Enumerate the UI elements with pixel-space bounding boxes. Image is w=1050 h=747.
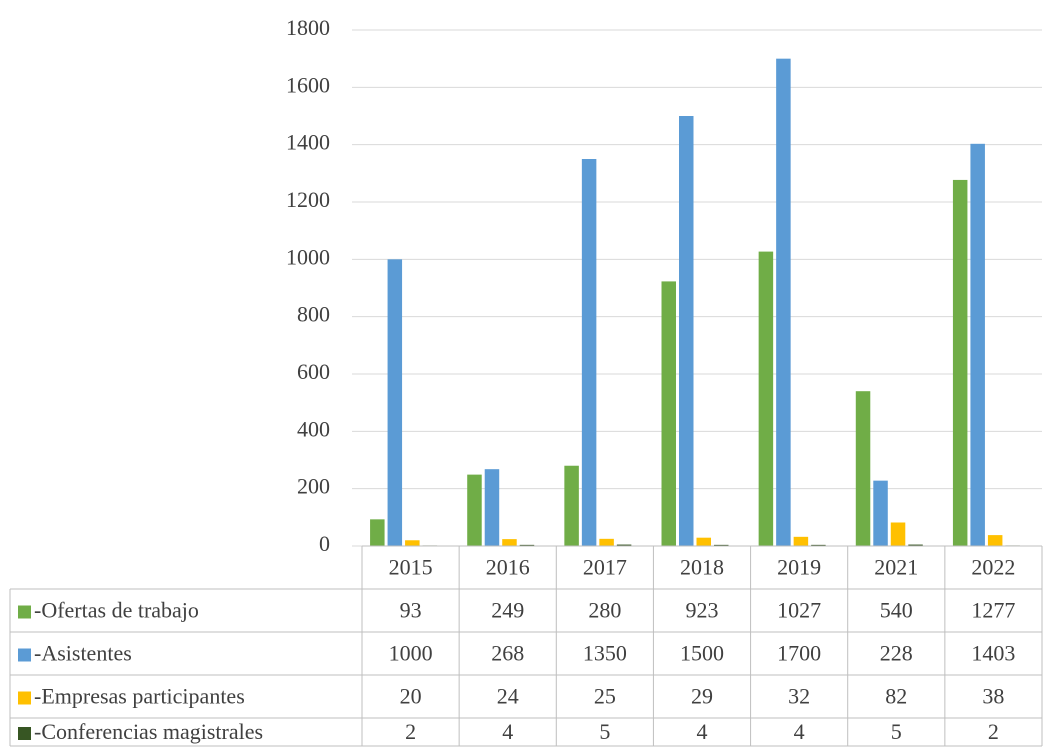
table-value: 29 <box>691 684 713 709</box>
table-value: 249 <box>491 598 524 623</box>
y-tick-label: 600 <box>297 359 330 384</box>
y-tick-label: 1600 <box>286 72 330 97</box>
bar <box>970 143 985 546</box>
bar <box>952 179 968 546</box>
x-tick-label: 2018 <box>680 555 724 580</box>
legend-swatch <box>18 691 31 705</box>
table-value: 1500 <box>680 641 724 666</box>
table-value: 280 <box>588 598 621 623</box>
table-value: 540 <box>880 598 913 623</box>
table-value: 1403 <box>971 641 1015 666</box>
legend-label: -Asistentes <box>34 641 132 666</box>
legend-swatch <box>18 648 31 662</box>
bar <box>696 537 711 546</box>
x-tick-label: 2015 <box>389 555 433 580</box>
bar <box>793 536 809 546</box>
bar <box>599 538 614 546</box>
bar <box>661 281 676 546</box>
y-tick-label: 200 <box>297 474 330 499</box>
bar <box>405 540 420 546</box>
table-value: 923 <box>686 598 719 623</box>
table-value: 4 <box>697 719 708 744</box>
bar <box>811 544 826 546</box>
bar <box>855 391 871 546</box>
y-tick-label: 1000 <box>286 244 330 269</box>
bar <box>581 159 597 546</box>
y-tick-label: 400 <box>297 416 330 441</box>
y-tick-label: 1400 <box>286 130 330 155</box>
x-tick-label: 2022 <box>971 555 1015 580</box>
table-value: 4 <box>794 719 805 744</box>
table-value: 20 <box>400 684 422 709</box>
y-tick-label: 800 <box>297 302 330 327</box>
x-tick-label: 2016 <box>486 555 530 580</box>
bar <box>467 474 482 546</box>
legend-label: -Ofertas de trabajo <box>34 598 199 623</box>
table-value: 1027 <box>777 598 821 623</box>
y-tick-label: 0 <box>319 531 330 556</box>
table-value: 93 <box>400 598 422 623</box>
y-tick-label: 1200 <box>286 187 330 212</box>
bar <box>987 535 1003 546</box>
bar <box>502 539 517 546</box>
y-tick-label: 1800 <box>286 15 330 40</box>
bar <box>890 522 906 546</box>
bar <box>616 544 632 546</box>
table-value: 2 <box>405 719 416 744</box>
bar <box>873 480 888 546</box>
table-value: 24 <box>497 684 519 709</box>
bar <box>484 469 500 546</box>
table-value: 82 <box>885 684 907 709</box>
x-tick-label: 2021 <box>874 555 918 580</box>
table-value: 1000 <box>389 641 433 666</box>
x-tick-label: 2019 <box>777 555 821 580</box>
table-value: 5 <box>891 719 902 744</box>
table-value: 5 <box>599 719 610 744</box>
table-value: 228 <box>880 641 913 666</box>
bar <box>387 259 403 546</box>
legend-swatch <box>18 727 31 740</box>
table-value: 38 <box>982 684 1004 709</box>
legend-label: -Conferencias magistrales <box>34 719 263 744</box>
table-value: 25 <box>594 684 616 709</box>
legend-swatch <box>18 605 31 619</box>
bar <box>679 116 694 546</box>
table-value: 268 <box>491 641 524 666</box>
table-value: 1277 <box>971 598 1015 623</box>
table-value: 2 <box>988 719 999 744</box>
bar <box>714 544 729 546</box>
x-tick-label: 2017 <box>583 555 627 580</box>
table-value: 4 <box>502 719 513 744</box>
table-value: 1350 <box>583 641 627 666</box>
legend-label: -Empresas participantes <box>34 684 245 709</box>
bar <box>370 519 385 546</box>
bar <box>519 544 535 546</box>
bar <box>564 465 579 546</box>
bar <box>758 251 774 547</box>
bar <box>908 544 923 546</box>
table-value: 1700 <box>777 641 821 666</box>
table-value: 32 <box>788 684 810 709</box>
bar <box>776 58 791 547</box>
